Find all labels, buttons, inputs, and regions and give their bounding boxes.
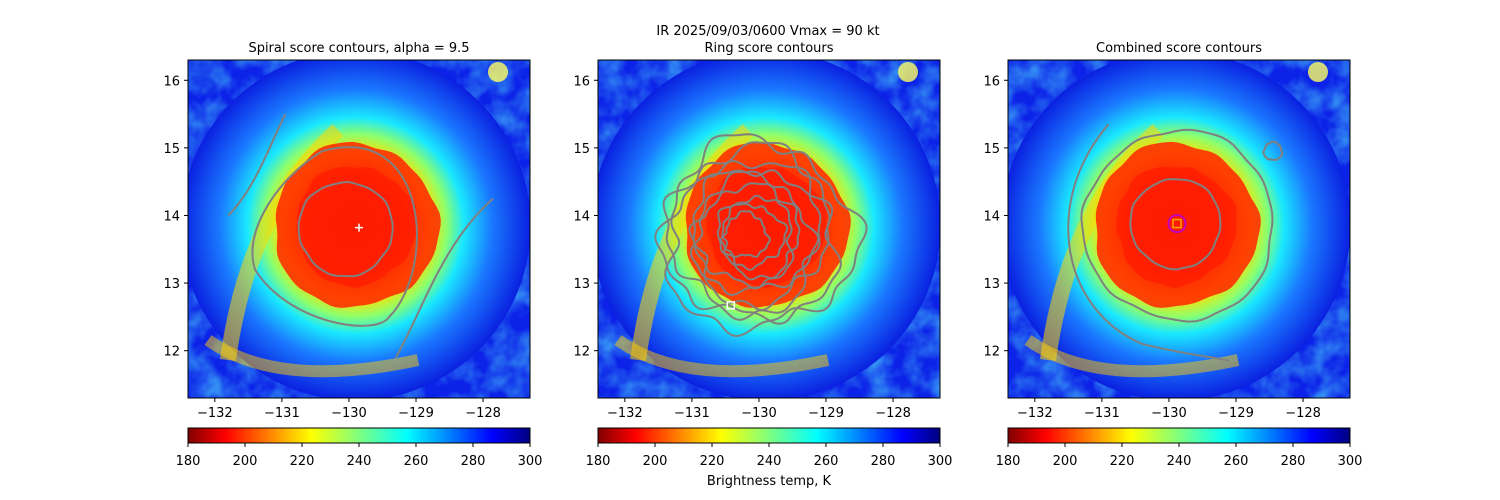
rain-band (614, 335, 830, 378)
y-tick-label: 13 (573, 277, 590, 292)
x-tick-label: −132 (607, 406, 643, 421)
y-tick-label: 12 (983, 345, 1000, 360)
y-tick-label: 12 (163, 345, 180, 360)
x-tick-label: −128 (465, 406, 501, 421)
center-marker (1172, 218, 1182, 229)
colorbar-tick-label: 180 (586, 454, 611, 469)
axes-frame (187, 59, 531, 399)
x-tick-label: −130 (1151, 406, 1187, 421)
x-tick-label: −128 (875, 406, 911, 421)
colorbar-tick-label: 260 (814, 454, 839, 469)
colorbar-tick-label: 300 (1338, 454, 1363, 469)
score-contour (1262, 140, 1284, 162)
x-tick-label: −132 (1017, 406, 1053, 421)
score-contour (227, 113, 494, 358)
x-tick-label: −128 (1285, 406, 1321, 421)
x-tick-label: −131 (674, 406, 710, 421)
colorbar-tick-label: 280 (461, 454, 486, 469)
y-tick-label: 15 (983, 142, 1000, 157)
colorbar-tick-label: 220 (290, 454, 315, 469)
y-tick-label: 14 (983, 209, 1000, 224)
panel-2: Ring score contours −132 −131 −130 −129 −128 1… (573, 41, 941, 421)
colorbar-2: 180 200 220 240 260 280 300 (586, 427, 953, 469)
colorbar-tick-label: 280 (871, 454, 896, 469)
cloud-cell (488, 62, 508, 82)
x-tick-label: −129 (808, 406, 844, 421)
panel-3: Combined score contours −132 −131 −130 −129 −… (983, 41, 1351, 421)
panel-title: Spiral score contours, alpha = 9.5 (248, 41, 469, 56)
ir-image (188, 60, 530, 398)
colorbar-tick-label: 200 (1053, 454, 1078, 469)
colorbar-tick-label: 180 (176, 454, 201, 469)
y-tick-label: 14 (573, 209, 590, 224)
colorbar-tick-label: 260 (1224, 454, 1249, 469)
score-contour (692, 169, 834, 312)
colorbar-tick-label: 220 (1110, 454, 1135, 469)
y-tick-label: 15 (573, 142, 590, 157)
y-tick-label: 13 (983, 277, 1000, 292)
colorbar-tick-label: 180 (996, 454, 1021, 469)
x-tick-label: −129 (398, 406, 434, 421)
y-tick-label: 16 (983, 74, 1000, 89)
colorbar-strip (187, 427, 531, 444)
score-contour (689, 170, 820, 296)
colorbar-1: 180 200 220 240 260 280 300 (176, 427, 543, 469)
score-contour (662, 159, 822, 321)
score-contour (1067, 123, 1230, 362)
x-tick-label: −130 (331, 406, 367, 421)
axes-frame (1007, 59, 1351, 399)
colorbar-tick-label: 200 (643, 454, 668, 469)
suptitle: IR 2025/09/03/0600 Vmax = 90 kt (656, 24, 879, 39)
center-ring (1167, 214, 1187, 234)
colorbar-tick-label: 260 (404, 454, 429, 469)
colorbar-tick-label: 200 (233, 454, 258, 469)
y-tick-label: 14 (163, 209, 180, 224)
score-contour (721, 202, 789, 271)
score-contour (716, 194, 801, 281)
y-tick-label: 16 (163, 74, 180, 89)
panel-title: Combined score contours (1096, 41, 1262, 56)
score-contour (654, 141, 842, 325)
score-contour (664, 133, 868, 338)
x-tick-label: −130 (741, 406, 777, 421)
ir-image (1008, 60, 1350, 398)
score-contour (1080, 128, 1274, 323)
y-tick-label: 12 (573, 345, 590, 360)
axes-frame (597, 59, 941, 399)
colorbar-tick-label: 240 (757, 454, 782, 469)
rain-band (1024, 335, 1240, 378)
colorbar-strip (1007, 427, 1351, 444)
cloud-cell (1308, 62, 1328, 82)
colorbar-tick-label: 300 (928, 454, 953, 469)
y-tick-label: 13 (163, 277, 180, 292)
colorbar-strip (597, 427, 941, 444)
colorbar-tick-label: 300 (518, 454, 543, 469)
x-tick-label: −132 (197, 406, 233, 421)
colorbar-tick-label: 240 (1167, 454, 1192, 469)
panel-1: Spiral score contours, alpha = 9.5 −132 −1… (163, 41, 531, 421)
score-contour (1129, 178, 1222, 271)
colorbar-label: Brightness temp, K (707, 474, 832, 489)
colorbar-3: 180 200 220 240 260 280 300 (996, 427, 1363, 469)
colorbar-tick-label: 280 (1281, 454, 1306, 469)
panel-title: Ring score contours (704, 41, 833, 56)
score-contour (297, 180, 394, 278)
cloud-cell (898, 62, 918, 82)
center-marker (355, 223, 363, 232)
score-contour (251, 146, 418, 327)
y-tick-label: 15 (163, 142, 180, 157)
x-tick-label: −131 (264, 406, 300, 421)
x-tick-label: −129 (1218, 406, 1254, 421)
colorbar-tick-label: 220 (700, 454, 725, 469)
y-tick-label: 16 (573, 74, 590, 89)
x-tick-label: −131 (1084, 406, 1120, 421)
colorbar-tick-label: 240 (347, 454, 372, 469)
ir-image (598, 60, 940, 398)
center-marker (726, 301, 736, 310)
rain-band (204, 335, 420, 378)
